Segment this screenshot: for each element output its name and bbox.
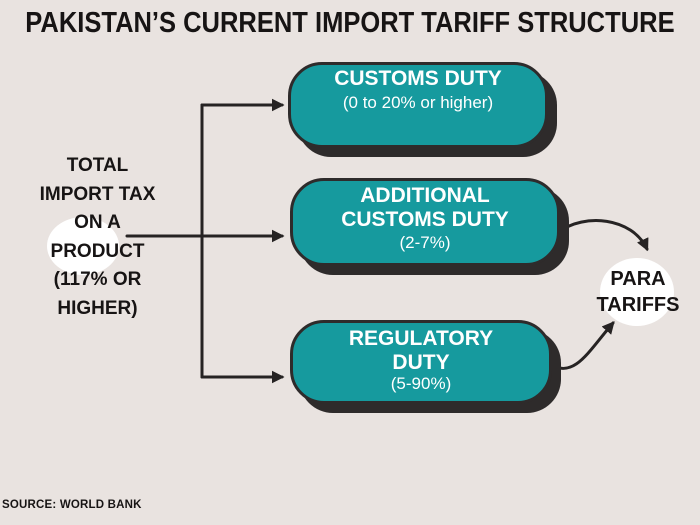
customs-duty-range: (0 to 20% or higher)	[342, 93, 494, 112]
para-tariffs-circle	[600, 258, 674, 326]
para-tariffs-line2: TARIFFS	[596, 294, 680, 316]
total-import-tax-label: TOTAL IMPORT TAX ON A PRODUCT (117% OR H…	[15, 152, 180, 323]
para-tariffs-label: PARA TARIFFS	[577, 266, 699, 318]
box-customs-duty: CUSTOMS DUTY (0 to 20% or higher)	[288, 62, 548, 148]
page-title-wrap: PAKISTAN’S CURRENT IMPORT TARIFF STRUCTU…	[0, 7, 700, 40]
box-additional-customs-duty: ADDITIONAL CUSTOMS DUTY (2-7%)	[290, 178, 560, 266]
additional-customs-duty-range: (2-7%)	[399, 233, 451, 252]
total-import-tax-line: PRODUCT	[50, 240, 145, 262]
customs-duty-title: CUSTOMS DUTY	[334, 67, 502, 90]
curved-arrow-additional-to-para	[557, 219, 649, 252]
regulatory-duty-title-line1: REGULATORY	[348, 327, 494, 350]
source-note: SOURCE: WORLD BANK	[2, 499, 142, 511]
box-regulatory-duty: REGULATORY DUTY (5-90%)	[290, 320, 552, 404]
total-import-tax-line: (117% OR	[53, 269, 142, 290]
regulatory-duty-range: (5-90%)	[390, 374, 452, 393]
total-import-tax-line: HIGHER)	[57, 297, 138, 319]
para-tariffs-line1: PARA	[610, 268, 666, 290]
additional-customs-duty-title-line2: CUSTOMS DUTY	[341, 207, 509, 231]
page-title: PAKISTAN’S CURRENT IMPORT TARIFF STRUCTU…	[25, 7, 675, 39]
left-highlight-ellipse	[47, 217, 119, 275]
total-import-tax-line: ON A	[74, 212, 121, 233]
total-import-tax-line: TOTAL	[66, 155, 129, 176]
regulatory-duty-title-line2: DUTY	[392, 350, 450, 374]
total-import-tax-line: IMPORT TAX	[39, 183, 156, 205]
additional-customs-duty-title-line1: ADDITIONAL	[360, 184, 490, 207]
curved-arrow-regulatory-to-para	[549, 321, 615, 370]
